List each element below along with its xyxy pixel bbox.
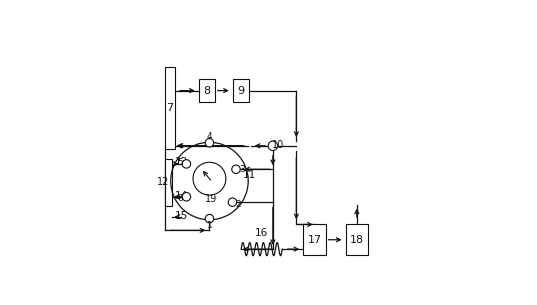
Bar [233,79,249,102]
Text: 13: 13 [175,157,188,167]
Text: 14: 14 [175,191,188,201]
Text: 7: 7 [166,103,173,113]
Circle shape [268,141,278,150]
Text: 8: 8 [204,86,211,95]
Circle shape [182,160,191,168]
Text: 6: 6 [177,194,183,203]
Text: 18: 18 [350,235,364,245]
Circle shape [205,138,214,147]
Circle shape [228,198,237,206]
Bar [165,159,172,206]
Text: 2: 2 [236,200,242,209]
Text: 17: 17 [308,235,322,245]
Text: 5: 5 [177,157,183,167]
Circle shape [182,192,191,201]
Circle shape [205,214,214,223]
Text: 11: 11 [243,170,256,181]
Text: 15: 15 [175,211,188,221]
Bar [346,224,368,255]
Text: 1: 1 [207,221,212,230]
Text: 9: 9 [237,86,244,95]
Text: 3: 3 [240,165,245,174]
Circle shape [232,165,240,174]
Bar [165,67,175,149]
Bar [303,224,326,255]
Text: 10: 10 [272,140,284,150]
Text: 4: 4 [207,132,212,141]
Text: 12: 12 [157,177,169,187]
Text: 19: 19 [205,194,217,204]
Text: 16: 16 [255,228,268,238]
Bar [199,79,215,102]
